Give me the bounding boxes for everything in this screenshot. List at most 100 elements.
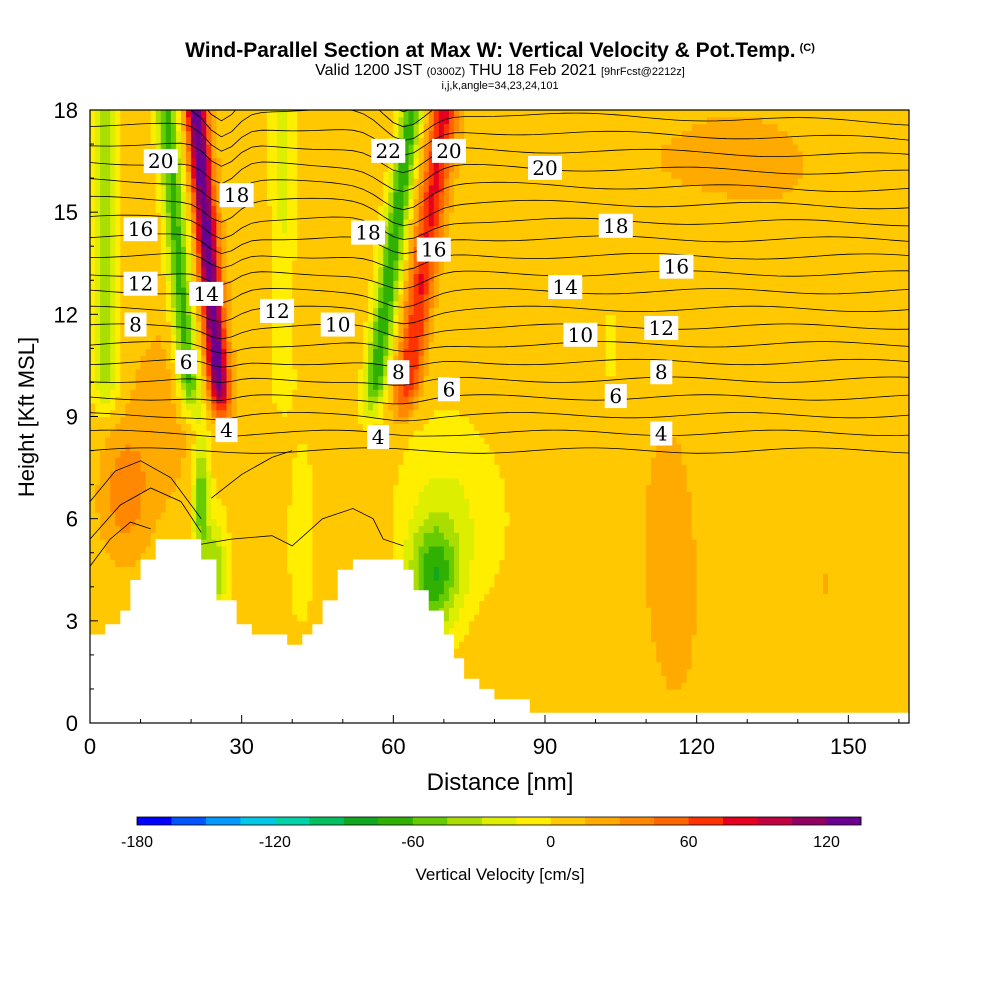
velocity-cell	[777, 682, 784, 690]
velocity-cell	[494, 607, 501, 615]
velocity-cell	[812, 620, 819, 629]
velocity-cell	[651, 573, 657, 581]
velocity-cell	[752, 675, 758, 683]
velocity-cell	[732, 702, 738, 710]
velocity-cell	[277, 614, 283, 622]
velocity-cell	[843, 518, 849, 527]
velocity-cell	[686, 648, 693, 656]
velocity-cell	[509, 593, 516, 601]
velocity-cell	[656, 702, 662, 710]
velocity-cell	[580, 682, 587, 690]
velocity-cell	[696, 586, 703, 595]
velocity-cell	[757, 668, 763, 676]
velocity-cell	[671, 654, 678, 663]
velocity-cell	[671, 702, 678, 710]
velocity-cell	[150, 511, 157, 520]
velocity-cell	[716, 600, 723, 608]
velocity-cell	[686, 695, 693, 704]
velocity-cell	[620, 552, 627, 561]
velocity-cell	[681, 593, 688, 601]
velocity-cell	[792, 566, 799, 574]
velocity-cell	[620, 566, 627, 574]
velocity-cell	[332, 532, 339, 540]
velocity-cell	[287, 586, 293, 595]
velocity-cell	[231, 586, 238, 595]
velocity-cell	[782, 641, 789, 649]
velocity-cell	[332, 586, 339, 595]
velocity-cell	[757, 573, 763, 581]
velocity-cell	[590, 525, 597, 533]
velocity-cell	[524, 559, 531, 567]
velocity-cell	[818, 682, 824, 690]
velocity-cell	[595, 518, 602, 527]
velocity-cell	[747, 634, 753, 642]
velocity-cell	[828, 518, 834, 527]
velocity-cell	[898, 566, 905, 574]
velocity-cell	[474, 661, 480, 670]
velocity-cell	[878, 675, 885, 683]
velocity-cell	[721, 573, 728, 581]
velocity-cell	[565, 682, 571, 690]
velocity-cell	[620, 593, 627, 601]
velocity-cell	[464, 600, 470, 608]
velocity-cell	[383, 539, 389, 547]
velocity-cell	[499, 614, 506, 622]
velocity-cell	[883, 641, 890, 649]
velocity-cell	[448, 532, 455, 540]
velocity-cell	[858, 675, 865, 683]
velocity-cell	[838, 586, 844, 595]
velocity-cell	[550, 695, 556, 704]
velocity-cell	[833, 539, 839, 547]
velocity-cell	[241, 579, 248, 588]
velocity-cell	[848, 559, 854, 567]
velocity-cell	[792, 682, 799, 690]
velocity-cell	[135, 525, 142, 533]
velocity-cell	[757, 579, 763, 588]
velocity-cell	[828, 600, 834, 608]
velocity-cell	[105, 532, 111, 540]
velocity-cell	[787, 607, 794, 615]
velocity-cell	[231, 511, 238, 520]
velocity-cell	[721, 525, 728, 533]
velocity-cell	[499, 634, 506, 642]
chart-subtitle: Valid 1200 JST (0300Z) THU 18 Feb 2021 […	[315, 62, 685, 79]
velocity-cell	[135, 559, 142, 567]
velocity-cell	[590, 518, 597, 527]
velocity-cell	[787, 545, 794, 554]
velocity-cell	[474, 620, 480, 629]
velocity-cell	[828, 682, 834, 690]
velocity-cell	[307, 607, 314, 615]
velocity-cell	[823, 518, 829, 527]
velocity-cell	[297, 573, 303, 581]
velocity-cell	[812, 579, 819, 588]
velocity-cell	[787, 552, 794, 561]
velocity-cell	[186, 511, 192, 520]
velocity-cell	[494, 675, 501, 683]
velocity-cell	[605, 634, 612, 642]
velocity-cell	[797, 525, 804, 533]
velocity-cell	[742, 573, 748, 581]
velocity-cell	[802, 641, 809, 649]
velocity-cell	[256, 559, 263, 567]
velocity-cell	[656, 620, 662, 629]
velocity-cell	[615, 620, 622, 629]
velocity-cell	[514, 539, 521, 547]
velocity-cell	[767, 620, 774, 629]
velocity-cell	[125, 573, 132, 581]
velocity-cell	[509, 586, 516, 595]
velocity-cell	[443, 607, 450, 615]
velocity-cell	[145, 552, 152, 561]
velocity-cell	[383, 511, 389, 520]
velocity-cell	[433, 579, 440, 588]
velocity-cell	[150, 518, 157, 527]
velocity-cell	[630, 566, 637, 574]
velocity-cell	[868, 559, 875, 567]
velocity-cell	[686, 607, 693, 615]
velocity-cell	[585, 634, 592, 642]
velocity-cell	[317, 573, 324, 581]
velocity-cell	[115, 525, 121, 533]
velocity-cell	[807, 579, 814, 588]
velocity-cell	[898, 600, 905, 608]
velocity-cell	[600, 654, 607, 663]
velocity-cell	[646, 682, 652, 690]
